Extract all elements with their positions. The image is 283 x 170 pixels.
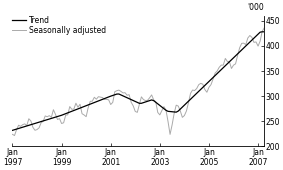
Seasonally adjusted xyxy=(15,129,18,131)
Trend xyxy=(121,95,125,97)
Line: Seasonally adjusted: Seasonally adjusted xyxy=(12,28,264,135)
Seasonally adjusted xyxy=(11,133,14,135)
Trend xyxy=(58,115,61,117)
Seasonally adjusted xyxy=(29,120,33,122)
Trend xyxy=(11,129,14,131)
Trend xyxy=(27,124,31,126)
Seasonally adjusted xyxy=(87,107,90,109)
Seasonally adjusted xyxy=(263,27,266,29)
Trend xyxy=(84,105,88,107)
Legend: Trend, Seasonally adjusted: Trend, Seasonally adjusted xyxy=(12,16,106,35)
Line: Trend: Trend xyxy=(12,32,264,130)
Seasonally adjusted xyxy=(158,114,162,116)
Seasonally adjusted xyxy=(60,123,63,125)
Seasonally adjusted xyxy=(123,92,127,94)
Text: '000: '000 xyxy=(247,3,264,12)
Trend xyxy=(156,103,160,105)
Trend xyxy=(263,31,266,33)
Seasonally adjusted xyxy=(13,134,16,137)
Trend xyxy=(260,31,264,33)
Trend xyxy=(13,129,16,131)
